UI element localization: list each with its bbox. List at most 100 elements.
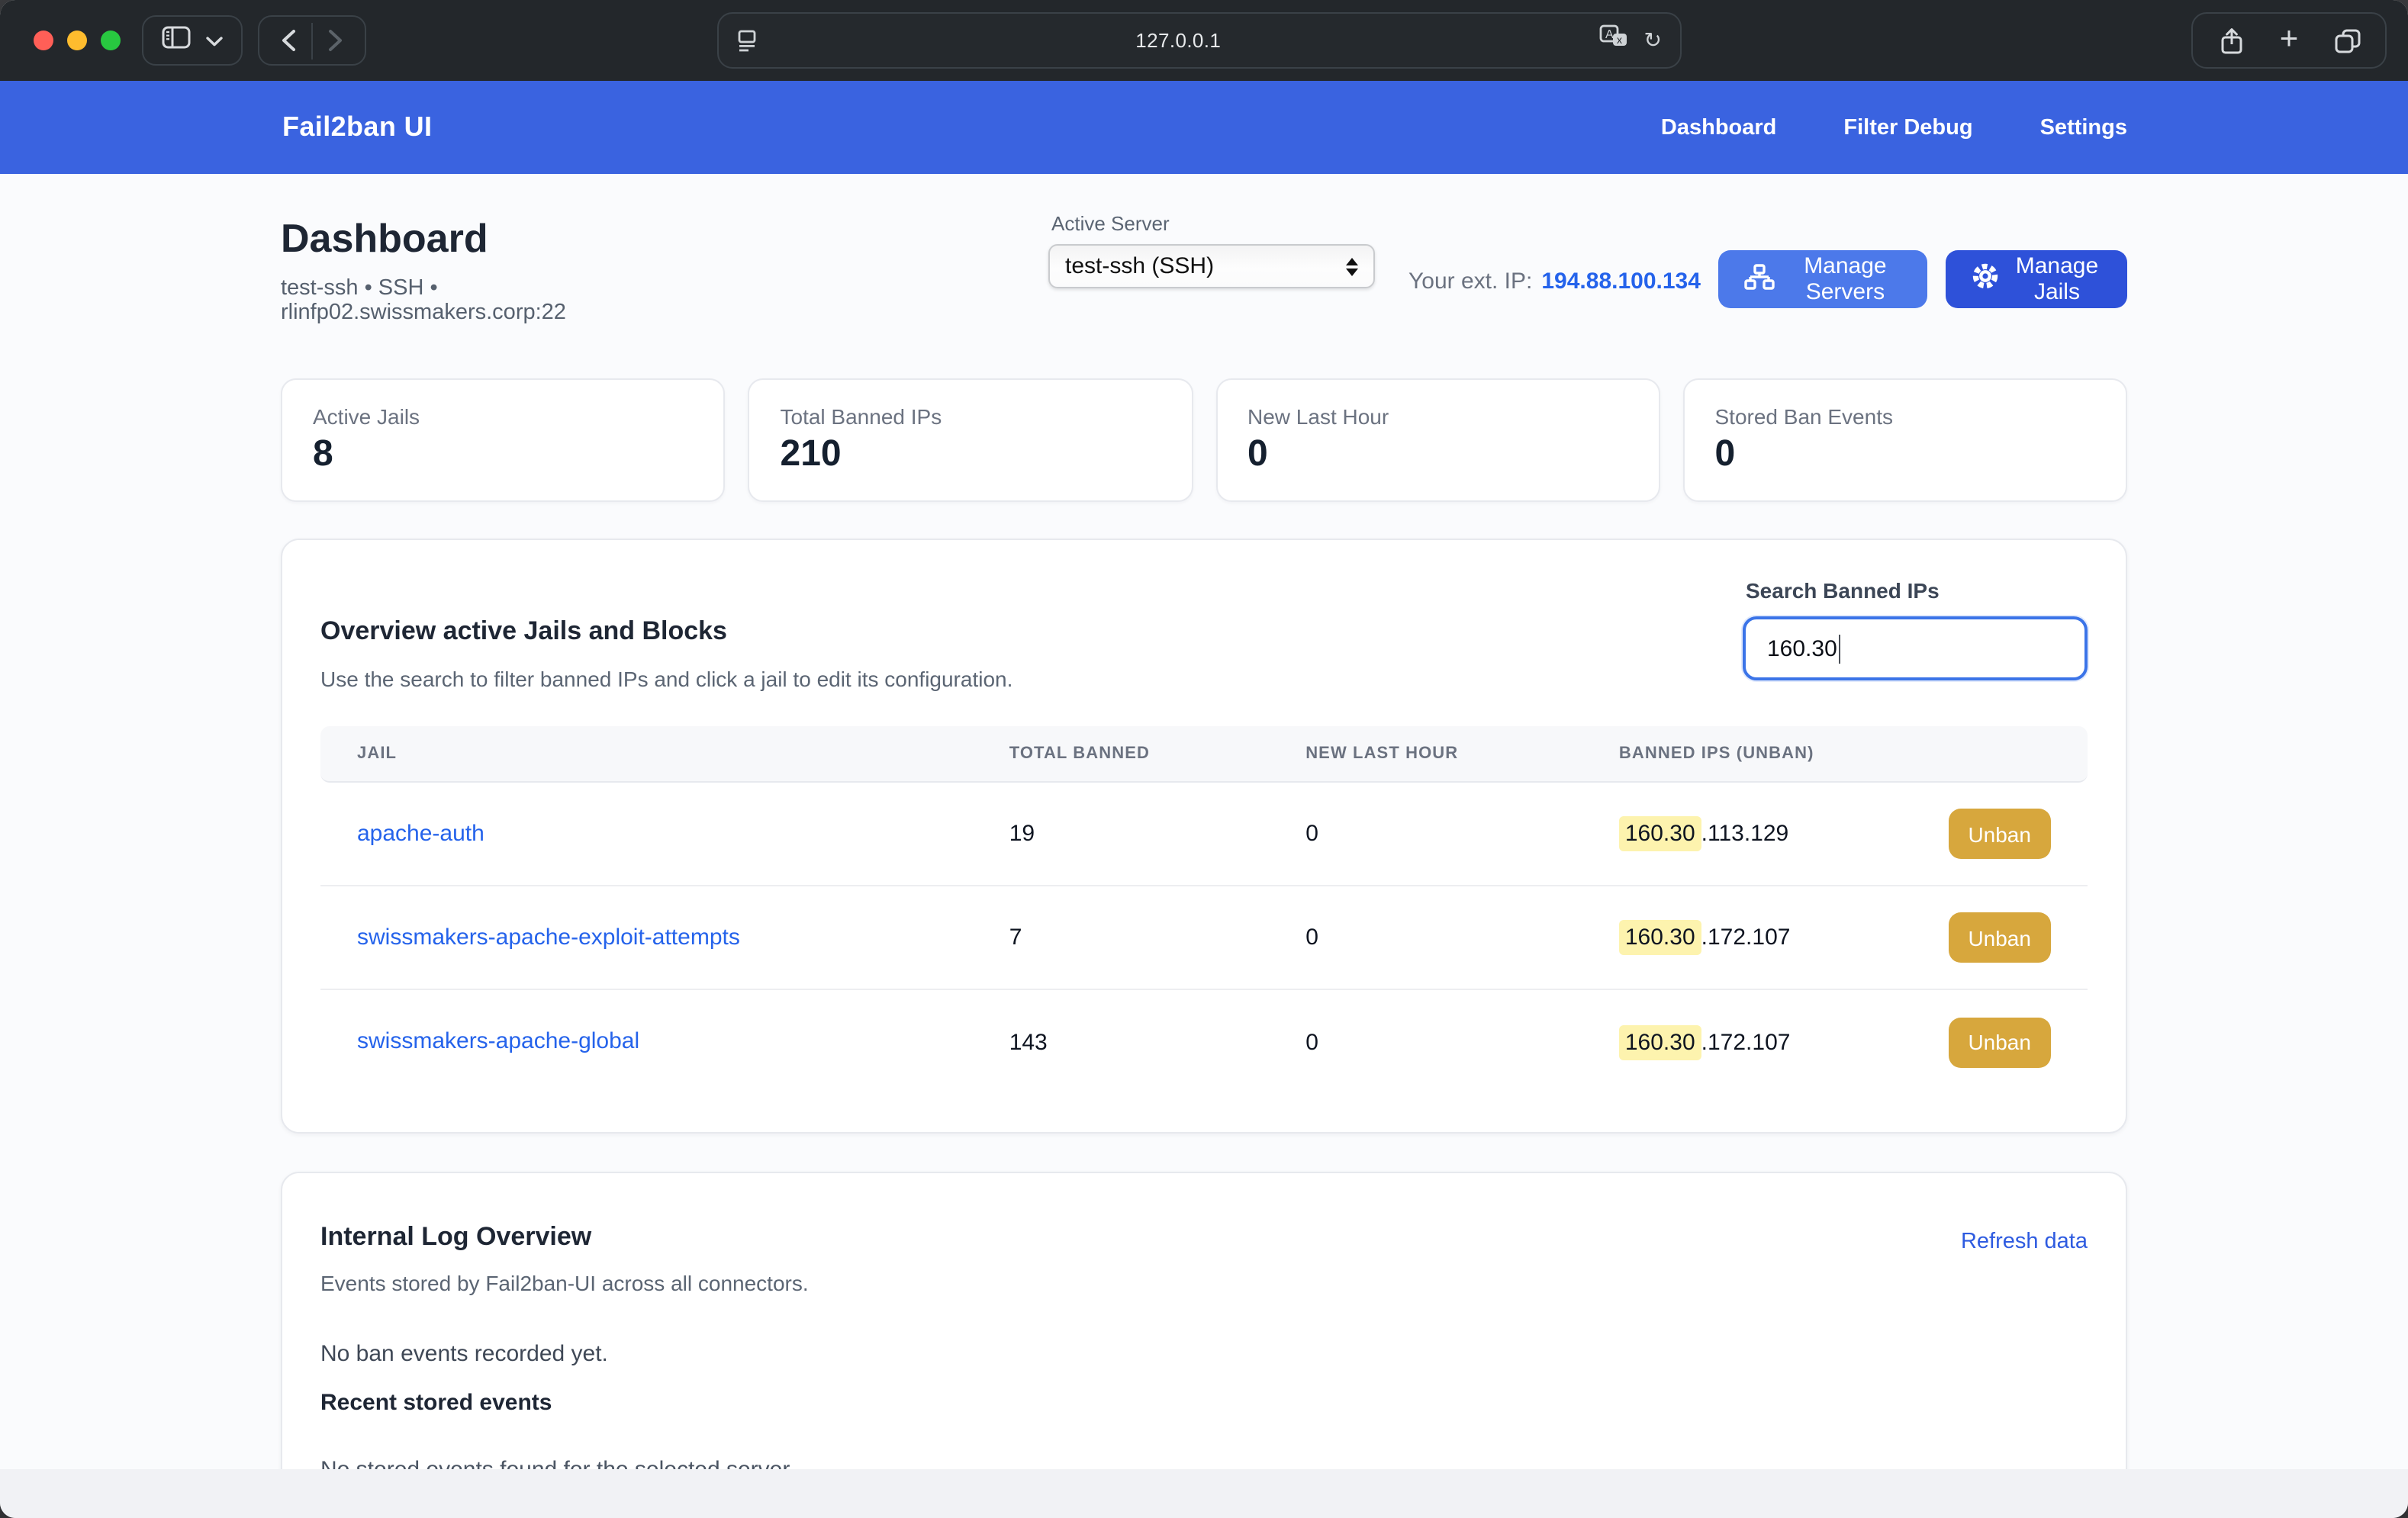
- stat-value: 8: [313, 433, 694, 476]
- log-subtitle: Events stored by Fail2ban-UI across all …: [320, 1271, 809, 1295]
- banned-ip: 160.30.113.129: [1619, 821, 1788, 847]
- browser-window: 127.0.0.1 Ax ↻ + Fail2ban UI Dashboard: [0, 0, 2408, 1518]
- banned-ip: 160.30.172.107: [1619, 1029, 1791, 1055]
- overview-subtitle: Use the search to filter banned IPs and …: [320, 667, 1012, 691]
- unban-button[interactable]: Unban: [1948, 1017, 2051, 1067]
- jail-link[interactable]: swissmakers-apache-global: [357, 1028, 639, 1054]
- stat-card-stored-ban-events: Stored Ban Events 0: [1683, 378, 2128, 502]
- jail-link[interactable]: apache-auth: [357, 820, 484, 846]
- log-title: Internal Log Overview: [320, 1222, 809, 1253]
- sitemap-icon: [1745, 263, 1775, 295]
- stat-cards: Active Jails 8 Total Banned IPs 210 New …: [281, 378, 2127, 502]
- nav-dashboard[interactable]: Dashboard: [1661, 115, 1777, 140]
- jails-table: JAIL TOTAL BANNED NEW LAST HOUR BANNED I…: [320, 726, 2088, 1094]
- overview-panel: Overview active Jails and Blocks Use the…: [281, 539, 2127, 1134]
- sidebar-icon: [162, 25, 191, 56]
- refresh-data-link[interactable]: Refresh data: [1961, 1230, 2088, 1254]
- share-icon[interactable]: [2205, 18, 2257, 63]
- reload-icon[interactable]: ↻: [1644, 28, 1662, 50]
- stat-card-active-jails: Active Jails 8: [281, 378, 726, 502]
- no-ban-events-text: No ban events recorded yet.: [320, 1341, 2088, 1367]
- external-ip-label: Your ext. IP:: [1408, 269, 1532, 294]
- select-stepper-icon: [1346, 257, 1358, 275]
- tabs-overview-icon[interactable]: [2321, 18, 2373, 63]
- manage-jails-label: Manage Jails: [2013, 253, 2101, 305]
- gear-icon: [1972, 262, 1999, 296]
- ip-rest: .172.107: [1701, 1029, 1791, 1055]
- ip-match-highlight: 160.30: [1619, 920, 1701, 955]
- new-last-hour-value: 0: [1305, 1029, 1619, 1055]
- col-header-new-last-hour: NEW LAST HOUR: [1305, 745, 1619, 763]
- search-input-value: 160.30: [1767, 635, 1837, 661]
- manage-servers-label: Manage Servers: [1789, 253, 1901, 305]
- text-caret: [1839, 634, 1841, 663]
- history-nav-group: [258, 15, 366, 66]
- desktop: 127.0.0.1 Ax ↻ + Fail2ban UI Dashboard: [0, 0, 2408, 1518]
- svg-text:x: x: [1618, 34, 1623, 46]
- app-brand: Fail2ban UI: [282, 111, 432, 143]
- external-ip-value[interactable]: 194.88.100.134: [1541, 269, 1701, 294]
- stat-label: Stored Ban Events: [1715, 404, 2096, 429]
- browser-chrome: 127.0.0.1 Ax ↻ +: [0, 0, 2408, 81]
- table-row: swissmakers-apache-exploit-attempts 7 0 …: [320, 886, 2088, 990]
- forward-button[interactable]: [313, 19, 359, 62]
- stat-value: 0: [1247, 433, 1628, 476]
- window-footer: [0, 1469, 2408, 1518]
- search-banned-ips-label: Search Banned IPs: [1746, 578, 2088, 603]
- recent-stored-events-title: Recent stored events: [320, 1390, 2088, 1416]
- nav-filter-debug[interactable]: Filter Debug: [1843, 115, 1972, 140]
- col-header-jail: JAIL: [357, 745, 1009, 763]
- internal-log-panel: Internal Log Overview Events stored by F…: [281, 1172, 2127, 1518]
- manage-servers-button[interactable]: Manage Servers: [1719, 250, 1927, 308]
- total-banned-value: 143: [1009, 1029, 1306, 1055]
- banned-ip: 160.30.172.107: [1619, 925, 1791, 950]
- ip-match-highlight: 160.30: [1619, 1024, 1701, 1060]
- search-banned-ips-input[interactable]: 160.30: [1743, 616, 2088, 680]
- col-header-banned-ips: BANNED IPS (UNBAN): [1619, 745, 2051, 763]
- minimize-window-button[interactable]: [67, 31, 87, 50]
- jail-link[interactable]: swissmakers-apache-exploit-attempts: [357, 924, 740, 950]
- back-button[interactable]: [266, 19, 311, 62]
- stat-label: Active Jails: [313, 404, 694, 429]
- chrome-actions-group: +: [2191, 12, 2387, 69]
- translate-icon[interactable]: Ax: [1600, 24, 1629, 56]
- overview-title: Overview active Jails and Blocks: [320, 616, 1012, 647]
- ip-rest: .172.107: [1701, 925, 1791, 950]
- stat-value: 210: [781, 433, 1161, 476]
- nav-settings[interactable]: Settings: [2040, 115, 2127, 140]
- traffic-lights: [34, 31, 121, 50]
- new-last-hour-value: 0: [1305, 821, 1619, 847]
- table-header-row: JAIL TOTAL BANNED NEW LAST HOUR BANNED I…: [320, 726, 2088, 783]
- external-ip: Your ext. IP: 194.88.100.134: [1408, 269, 1701, 294]
- ip-match-highlight: 160.30: [1619, 816, 1701, 851]
- page-header: Dashboard test-ssh • SSH • rlinfp02.swis…: [281, 212, 2127, 325]
- total-banned-value: 7: [1009, 925, 1306, 950]
- total-banned-value: 19: [1009, 821, 1306, 847]
- ip-rest: .113.129: [1701, 821, 1789, 847]
- app-nav: Dashboard Filter Debug Settings: [1661, 115, 2127, 140]
- stat-label: Total Banned IPs: [781, 404, 1161, 429]
- table-row: apache-auth 19 0 160.30.113.129 Unban: [320, 783, 2088, 886]
- url-text[interactable]: 127.0.0.1: [757, 29, 1600, 52]
- col-header-total-banned: TOTAL BANNED: [1009, 745, 1306, 763]
- sidebar-toggle-button[interactable]: [142, 15, 243, 66]
- page-subtitle: test-ssh • SSH • rlinfp02.swissmakers.co…: [281, 276, 639, 325]
- active-server-value: test-ssh (SSH): [1065, 253, 1346, 279]
- chevron-down-icon: [206, 27, 223, 54]
- active-server-label: Active Server: [1051, 212, 1375, 235]
- stat-card-new-last-hour: New Last Hour 0: [1215, 378, 1660, 502]
- manage-jails-button[interactable]: Manage Jails: [1946, 250, 2127, 308]
- site-settings-icon[interactable]: [737, 29, 757, 52]
- new-last-hour-value: 0: [1305, 925, 1619, 950]
- active-server-select[interactable]: test-ssh (SSH): [1048, 244, 1375, 288]
- close-window-button[interactable]: [34, 31, 53, 50]
- new-tab-icon[interactable]: +: [2263, 16, 2315, 62]
- address-bar[interactable]: 127.0.0.1 Ax ↻: [717, 12, 1682, 69]
- unban-button[interactable]: Unban: [1948, 912, 2051, 963]
- table-row: swissmakers-apache-global 143 0 160.30.1…: [320, 990, 2088, 1094]
- zoom-window-button[interactable]: [101, 31, 121, 50]
- unban-button[interactable]: Unban: [1948, 809, 2051, 859]
- app-header: Fail2ban UI Dashboard Filter Debug Setti…: [0, 81, 2408, 174]
- stat-value: 0: [1715, 433, 2096, 476]
- stat-label: New Last Hour: [1247, 404, 1628, 429]
